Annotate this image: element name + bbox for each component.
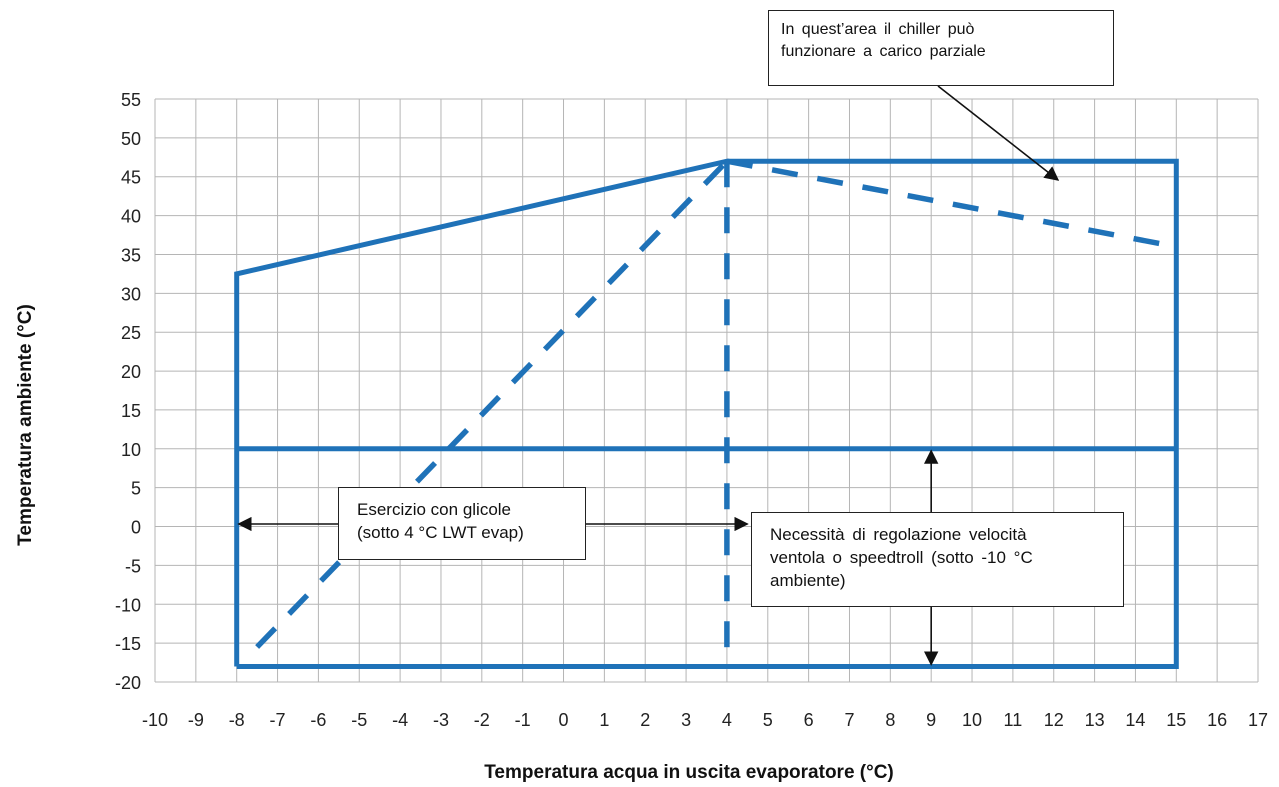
annotation-glycol-line-1: Esercizio con glicole <box>357 500 512 519</box>
y-tick-label: 5 <box>131 479 141 499</box>
series-group <box>234 158 1179 669</box>
annotation-fan-speed: Necessità di regolazione velocità ventol… <box>751 512 1124 607</box>
x-tick-label: 11 <box>1004 710 1023 730</box>
y-tick-label: 30 <box>121 284 141 304</box>
annotation-partial-load-line-1: In quest’area il chiller può <box>781 21 975 38</box>
x-tick-label: -8 <box>229 710 245 730</box>
y-tick-label: 10 <box>121 440 141 460</box>
x-tick-label: 10 <box>962 710 982 730</box>
x-tick-label: 12 <box>1044 710 1064 730</box>
y-tick-label: 0 <box>131 518 141 538</box>
annotation-partial-load: In quest’area il chiller può funzionare … <box>768 10 1114 86</box>
series-line-5-dashed <box>726 158 1177 250</box>
tick-labels: -10 -9 -8 -7 -6 -5 -4 -3 -2 -1 0 1 2 3 4 5 6 7 8 9 10 11 12 13 1… <box>115 90 1268 730</box>
x-tick-label: 2 <box>640 710 650 730</box>
y-tick-label: 40 <box>121 207 141 227</box>
x-tick-label: 15 <box>1166 710 1186 730</box>
y-tick-label: 45 <box>121 168 141 188</box>
annotation-fan-speed-line-2: ventola o speedtroll (sotto -10 °C <box>770 548 1033 567</box>
y-tick-label: 55 <box>121 90 141 110</box>
y-tick-label: -10 <box>115 595 141 615</box>
x-tick-label: 4 <box>722 710 732 730</box>
annotation-glycol-line-2: (sotto 4 °C LWT evap) <box>357 523 524 542</box>
y-tick-label: 25 <box>121 323 141 343</box>
x-tick-label: -4 <box>392 710 408 730</box>
annotation-arrows <box>237 85 1060 666</box>
annotation-fan-speed-line-1: Necessità di regolazione velocità <box>770 525 1027 544</box>
x-tick-label: 0 <box>559 710 569 730</box>
y-tick-label: 20 <box>121 362 141 382</box>
x-tick-label: -1 <box>515 710 531 730</box>
x-tick-label: 16 <box>1207 710 1227 730</box>
x-tick-label: 5 <box>763 710 773 730</box>
x-tick-label: 9 <box>926 710 936 730</box>
x-tick-label: -9 <box>188 710 204 730</box>
x-tick-label: 17 <box>1248 710 1268 730</box>
x-axis-title: Temperatura acqua in uscita evaporatore … <box>484 762 894 783</box>
y-axis-title: Temperatura ambiente (°C) <box>15 304 36 546</box>
y-tick-label: -5 <box>125 556 141 576</box>
x-tick-label: -3 <box>433 710 449 730</box>
x-tick-label: 13 <box>1085 710 1105 730</box>
x-tick-label: -7 <box>270 710 286 730</box>
x-tick-label: 3 <box>681 710 691 730</box>
x-tick-label: -6 <box>310 710 326 730</box>
y-tick-label: 50 <box>121 129 141 149</box>
annotation-fan-speed-line-3: ambiente) <box>770 571 846 590</box>
y-tick-label: 15 <box>121 401 141 421</box>
x-tick-label: -2 <box>474 710 490 730</box>
y-tick-label: -20 <box>115 673 141 693</box>
y-tick-label: 35 <box>121 245 141 265</box>
series-line-1-solid <box>234 158 1179 669</box>
series-line-3-dashed <box>255 159 729 649</box>
annotation-partial-load-arrow <box>937 85 1060 181</box>
x-tick-label: -10 <box>142 710 168 730</box>
y-tick-label: -15 <box>115 634 141 654</box>
x-tick-label: -5 <box>351 710 367 730</box>
annotation-partial-load-line-2: funzionare a carico parziale <box>781 43 986 60</box>
x-tick-label: 8 <box>885 710 895 730</box>
x-tick-label: 6 <box>804 710 814 730</box>
annotation-glycol: Esercizio con glicole (sotto 4 °C LWT ev… <box>338 487 586 560</box>
x-tick-label: 1 <box>599 710 609 730</box>
x-tick-label: 7 <box>844 710 854 730</box>
x-tick-label: 14 <box>1125 710 1145 730</box>
